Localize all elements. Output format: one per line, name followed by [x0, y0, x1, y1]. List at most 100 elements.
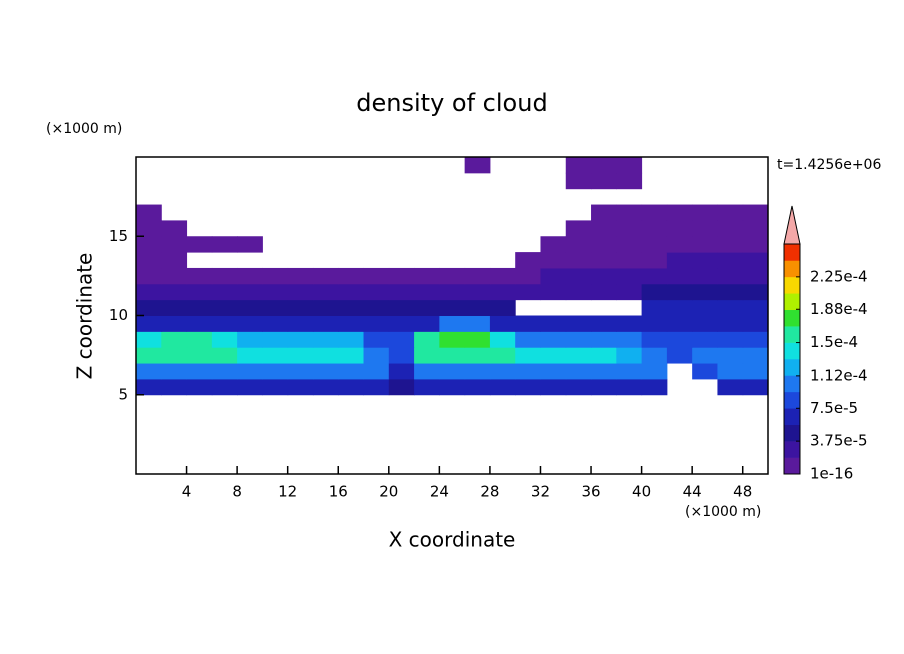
- colorbar-band: [784, 309, 800, 327]
- contour-cell: [692, 267, 718, 285]
- x-tick-label: 44: [683, 483, 702, 501]
- contour-cell: [515, 378, 541, 396]
- contour-cell: [616, 204, 643, 221]
- contour-cell: [211, 299, 238, 316]
- contour-cell: [136, 267, 162, 285]
- contour-cell: [540, 331, 567, 348]
- contour-cell: [262, 299, 289, 316]
- contour-cell: [363, 315, 390, 332]
- contour-cell: [692, 363, 718, 380]
- contour-cell: [414, 267, 440, 285]
- contour-cell: [666, 236, 693, 253]
- contour-cell: [186, 315, 213, 332]
- contour-cell: [515, 347, 541, 364]
- contour-cell: [717, 347, 744, 364]
- contour-cell: [312, 331, 339, 348]
- contour-cell: [338, 363, 365, 380]
- contour-cell: [186, 331, 213, 348]
- contour-cell: [742, 236, 769, 253]
- contour-cell: [666, 299, 693, 316]
- contour-cell: [161, 331, 188, 348]
- contour-cell: [414, 347, 440, 364]
- contour-cell: [237, 363, 263, 380]
- contour-cell: [717, 283, 744, 301]
- colorbar-band: [784, 359, 800, 376]
- y-tick-label: 15: [109, 227, 128, 245]
- contour-cell: [717, 378, 744, 396]
- contour-cell: [414, 363, 440, 380]
- contour-cell: [211, 347, 238, 364]
- contour-cell: [591, 283, 617, 301]
- contour-cell: [338, 315, 365, 332]
- contour-cell: [565, 378, 592, 396]
- contour-cell: [717, 363, 744, 380]
- contour-cell: [464, 331, 491, 348]
- contour-cell: [742, 378, 769, 396]
- contour-cell: [742, 252, 769, 269]
- contour-cell: [641, 299, 668, 316]
- contour-cell: [616, 378, 643, 396]
- contour-cell: [161, 283, 188, 301]
- contour-cell: [591, 157, 617, 174]
- contour-cell: [237, 236, 263, 253]
- contour-cell: [388, 347, 415, 364]
- contour-cell: [565, 236, 592, 253]
- contour-cell: [641, 236, 668, 253]
- contour-cell: [641, 252, 668, 269]
- contour-cell: [161, 220, 188, 237]
- contour-cell: [186, 363, 213, 380]
- contour-cell: [287, 299, 314, 316]
- contour-cell: [287, 315, 314, 332]
- contour-cell: [591, 172, 617, 190]
- colorbar-band: [784, 244, 800, 261]
- contour-cell: [666, 331, 693, 348]
- contour-cell: [641, 220, 668, 237]
- contour-cell: [439, 315, 466, 332]
- contour-cell: [692, 299, 718, 316]
- colorbar-band: [784, 424, 800, 442]
- contour-cell: [388, 299, 415, 316]
- contour-cell: [338, 331, 365, 348]
- contour-cell: [312, 267, 339, 285]
- contour-cell: [388, 315, 415, 332]
- contour-cell: [237, 299, 263, 316]
- contour-cell: [616, 220, 643, 237]
- contour-cell: [742, 347, 769, 364]
- contour-cell: [186, 347, 213, 364]
- contour-cell: [540, 378, 567, 396]
- contour-cell: [515, 252, 541, 269]
- contour-cell: [363, 267, 390, 285]
- contour-cell: [742, 315, 769, 332]
- contour-cell: [161, 378, 188, 396]
- contour-cell: [136, 252, 162, 269]
- contour-cell: [287, 363, 314, 380]
- time-annotation: t=1.4256e+06: [777, 157, 881, 173]
- contour-cell: [464, 347, 491, 364]
- contour-cell: [388, 283, 415, 301]
- colorbar-tick-label: 1.12e-4: [810, 366, 868, 384]
- contour-cell: [363, 363, 390, 380]
- contour-cell: [262, 267, 289, 285]
- contour-cell: [439, 283, 466, 301]
- colorbar-band: [784, 375, 800, 393]
- colorbar-tick-label: 1e-16: [810, 465, 853, 483]
- contour-cell: [414, 315, 440, 332]
- colorbar-band: [784, 408, 800, 426]
- x-tick-label: 4: [182, 483, 192, 501]
- contour-cell: [287, 331, 314, 348]
- contour-cell: [515, 283, 541, 301]
- x-tick-label: 20: [379, 483, 398, 501]
- contour-cell: [136, 204, 162, 221]
- colorbar-band: [784, 391, 800, 409]
- contour-cell: [742, 283, 769, 301]
- contour-cell: [338, 299, 365, 316]
- contour-cell: [312, 363, 339, 380]
- contour-cell: [616, 347, 643, 364]
- contour-cell: [338, 283, 365, 301]
- contour-cell: [742, 267, 769, 285]
- contour-cell: [692, 204, 718, 221]
- x-tick-label: 28: [480, 483, 499, 501]
- x-tick-label: 24: [430, 483, 449, 501]
- contour-cell: [591, 267, 617, 285]
- contour-cell: [616, 236, 643, 253]
